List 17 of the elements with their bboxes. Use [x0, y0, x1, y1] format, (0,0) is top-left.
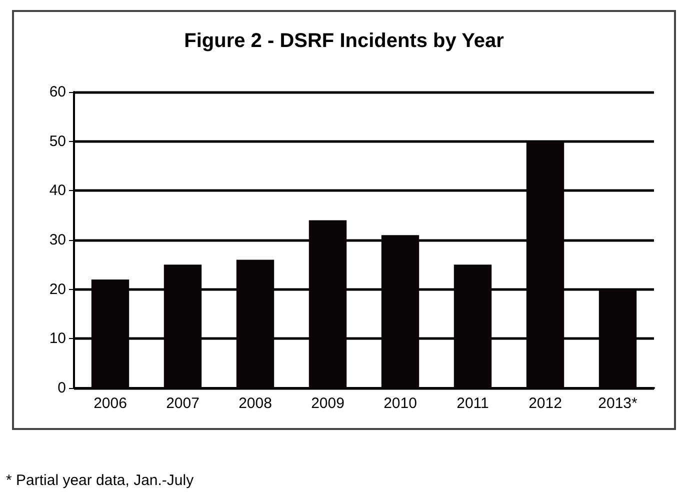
x-tick-label: 2007	[166, 395, 200, 412]
y-tick-label: 0	[58, 380, 66, 396]
y-tick-label: 40	[49, 182, 66, 200]
y-tick-label: 10	[49, 330, 66, 348]
y-tick-label: 50	[49, 132, 66, 150]
x-tick-label: 2006	[94, 395, 127, 412]
x-tick-label: 2010	[384, 395, 417, 412]
text: * Partial year data, Jan.-July	[6, 472, 194, 489]
chart-title: Figure 2 - DSRF Incidents by Year	[184, 30, 504, 52]
x-tick-label: 2011	[456, 395, 489, 412]
x-tick-label: 2013*	[598, 395, 638, 412]
y-tick-label: 60	[49, 84, 66, 100]
x-tick-label: 2008	[238, 395, 272, 412]
x-tick-label: 2009	[311, 395, 344, 412]
y-tick-label: 30	[49, 232, 66, 248]
x-tick-label: 2012	[528, 395, 562, 412]
y-tick-label: 20	[49, 280, 66, 298]
